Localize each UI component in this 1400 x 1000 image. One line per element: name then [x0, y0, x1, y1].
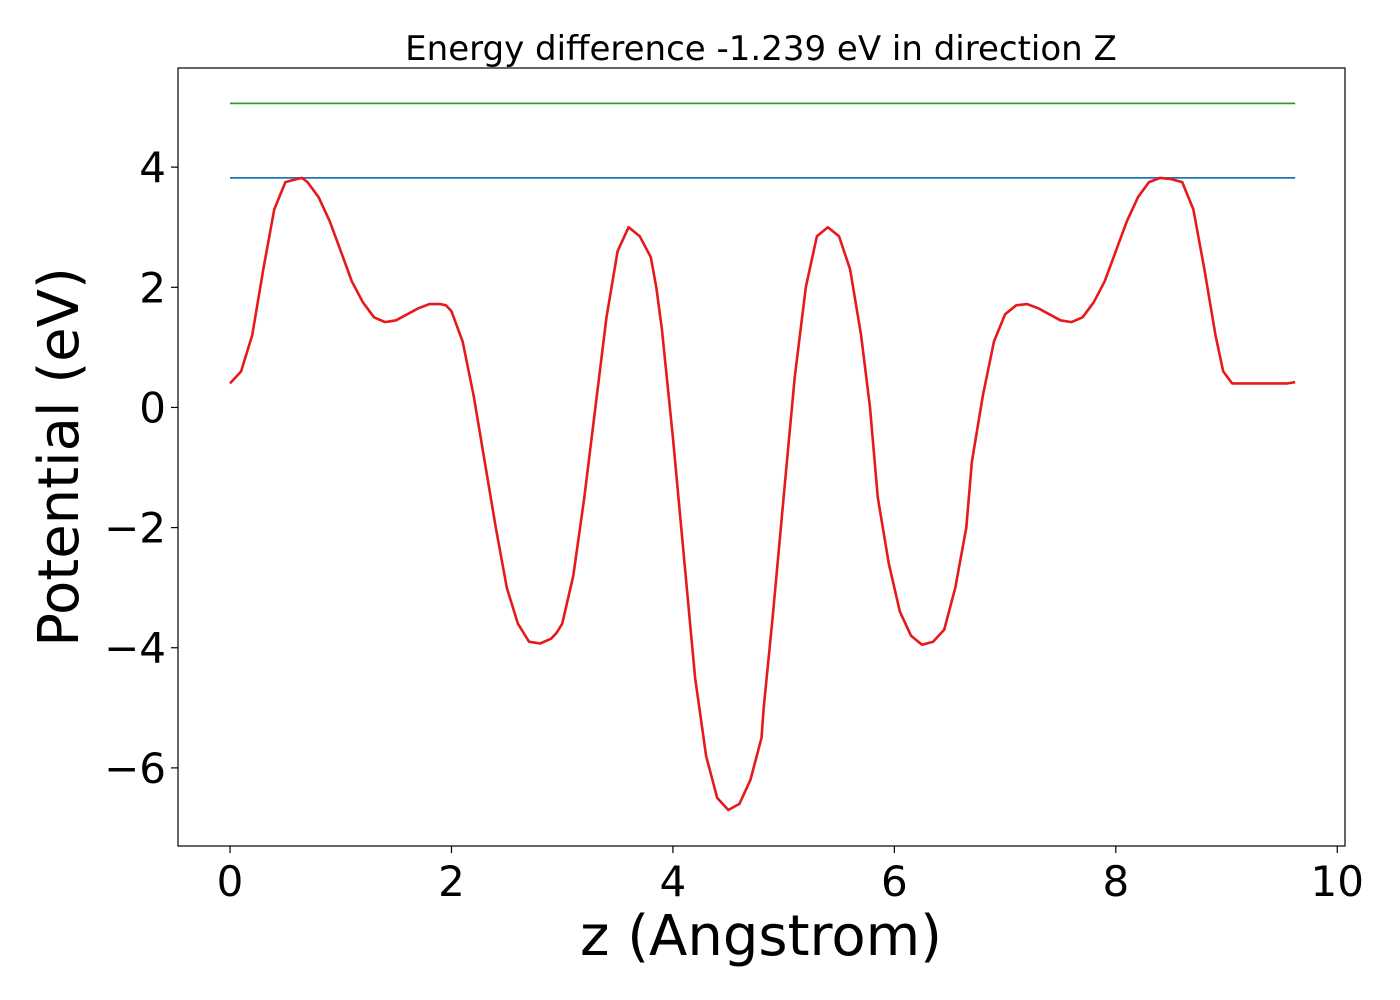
y-tick-label: 4	[139, 143, 166, 192]
x-tick-label: 4	[660, 857, 687, 906]
y-tick-label: −6	[104, 744, 166, 793]
x-tick-label: 6	[881, 857, 908, 906]
x-tick-label: 0	[217, 857, 244, 906]
y-tick-label: 0	[139, 383, 166, 432]
y-axis-label: Potential (eV)	[27, 267, 92, 647]
x-tick-label: 8	[1102, 857, 1129, 906]
y-tick-label: −4	[104, 624, 166, 673]
chart-title: Energy difference -1.239 eV in direction…	[405, 29, 1117, 69]
x-axis-label: z (Angstrom)	[580, 904, 942, 969]
series-line-2	[229, 176, 1296, 812]
plot-frame	[177, 67, 1346, 847]
x-axis: 0 2 4 6 8 10	[217, 846, 1364, 906]
y-axis: 4 2 0 −2 −4 −6	[104, 143, 178, 793]
x-tick-label: 2	[438, 857, 465, 906]
y-tick-label: −2	[104, 504, 166, 553]
x-tick-label: 10	[1311, 857, 1364, 906]
plot-area	[229, 102, 1296, 812]
y-tick-label: 2	[139, 263, 166, 312]
